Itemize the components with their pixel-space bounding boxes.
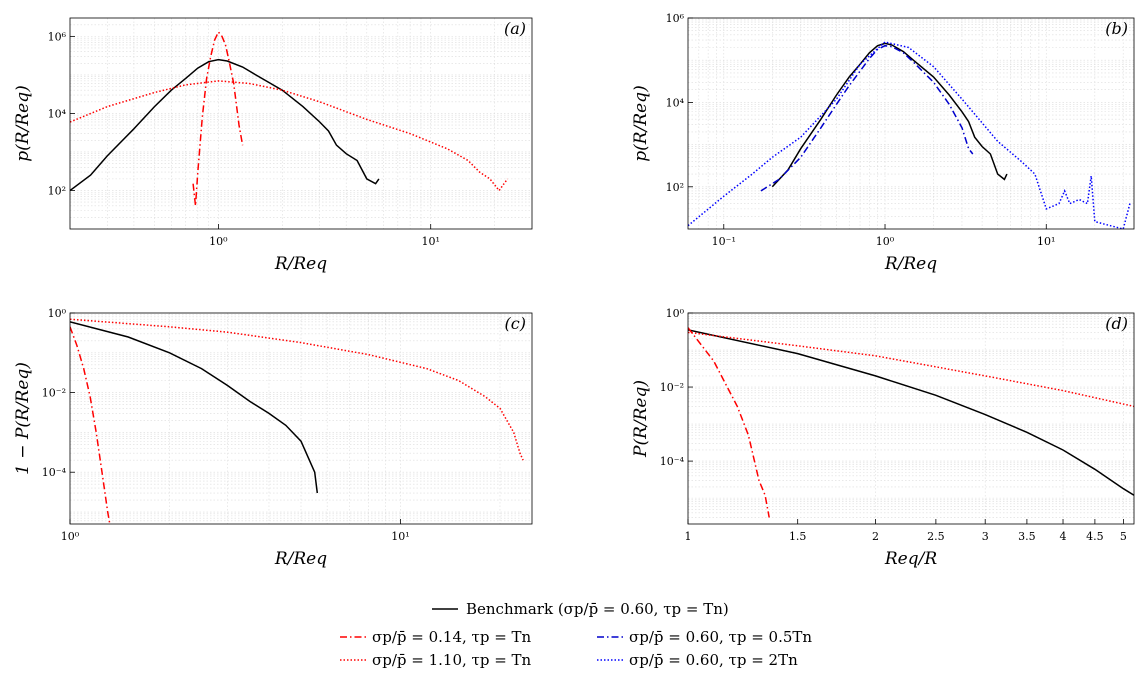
legend-label-3: σp/p̄ = 1.10, τp = Tn [372, 651, 532, 669]
x-tick-label: 1 [685, 530, 692, 543]
y-tick-label: 10⁰ [48, 307, 67, 320]
panel-3: 10⁰ 10¹ 10⁻⁴ 10⁻² 10⁰ R/Req 1 − P(R/Req) (c) [13, 307, 533, 569]
x-tick-label: 3.5 [1018, 530, 1036, 543]
x-tick-label: 10¹ [1037, 235, 1055, 248]
y-tick-label: 10² [666, 181, 684, 194]
panel-label: (a) [504, 19, 526, 38]
x-tick-label: 10¹ [391, 530, 409, 543]
x-tick-label: 10⁰ [209, 235, 228, 248]
panel-frame [687, 17, 1135, 230]
x-tick-label: 2 [872, 530, 879, 543]
y-tick-label: 10⁶ [48, 30, 67, 43]
y-axis-label: p(R/Req) [631, 85, 651, 161]
legend-label-1: σp/p̄ = 0.14, τp = Tn [372, 628, 532, 646]
x-tick-label: 5 [1120, 530, 1127, 543]
y-tick-label: 10⁻² [660, 381, 684, 394]
x-tick-label: 4 [1060, 530, 1067, 543]
series-line-3 [688, 331, 1134, 408]
panel-grid [70, 18, 532, 229]
series-line-2 [760, 44, 974, 192]
y-tick-label: 10⁶ [666, 12, 685, 25]
x-tick-label: 10⁰ [876, 235, 895, 248]
x-tick-label: 3 [982, 530, 989, 543]
series-line-1 [70, 58, 380, 192]
x-axis-label: Req/R [884, 549, 937, 569]
y-tick-label: 10⁴ [666, 96, 685, 109]
series-line-1 [688, 329, 1134, 496]
y-axis-label: 1 − P(R/Req) [13, 362, 33, 475]
x-axis-label: R/Req [884, 254, 937, 274]
panel-2: 10⁻¹ 10⁰ 10¹ 10² 10⁴ 10⁶ R/Req p(R/Req) (b) [631, 12, 1135, 274]
x-tick-label: 4.5 [1086, 530, 1104, 543]
legend-benchmark-label: Benchmark (σp/p̄ = 0.60, τp = Tn) [466, 600, 729, 618]
panel-grid [688, 313, 1134, 524]
y-tick-label: 10⁻⁴ [42, 466, 67, 479]
x-axis-label: R/Req [274, 254, 327, 274]
series-line-2 [70, 326, 111, 524]
x-tick-label: 2.5 [927, 530, 945, 543]
y-tick-label: 10² [48, 184, 66, 197]
series-line-3 [70, 80, 509, 192]
y-tick-label: 10⁻² [42, 387, 66, 400]
x-tick-label: 10¹ [421, 235, 439, 248]
panel-frame [687, 312, 1135, 525]
legend: Benchmark (σp/p̄ = 0.60, τp = Tn) σp/p̄ … [340, 600, 812, 669]
x-tick-label: 1.5 [789, 530, 807, 543]
panel-frame [69, 17, 533, 230]
panel-label: (c) [505, 314, 526, 333]
panel-label: (b) [1105, 19, 1128, 38]
series-line-2 [192, 30, 244, 206]
panel-grid [688, 18, 1134, 229]
y-tick-label: 10⁴ [48, 107, 67, 120]
y-axis-label: p(R/Req) [13, 85, 33, 161]
series-line-3 [688, 41, 1131, 229]
panel-1: 10⁰ 10¹ 10² 10⁴ 10⁶ R/Req p(R/Req) (a) [13, 17, 533, 274]
x-axis-label: R/Req [274, 549, 327, 569]
series-line-3 [70, 318, 524, 461]
y-tick-label: 10⁰ [666, 307, 685, 320]
legend-label-4: σp/p̄ = 0.60, τp = 2Tn [629, 651, 798, 669]
x-tick-label: 10⁰ [61, 530, 80, 543]
panel-grid [70, 313, 532, 524]
y-tick-label: 10⁻⁴ [660, 455, 685, 468]
legend-label-2: σp/p̄ = 0.60, τp = 0.5Tn [629, 628, 812, 646]
x-tick-label: 10⁻¹ [712, 235, 736, 248]
panel-4: 1 1.5 2 2.5 3 3.5 4 4.5 5 10⁻⁴ 10⁻² 10⁰ Req/R P(R/Req… [631, 307, 1135, 569]
series-line-2 [688, 327, 770, 518]
y-axis-label: P(R/Req) [631, 380, 651, 458]
panel-frame [69, 312, 533, 525]
panel-label: (d) [1105, 314, 1128, 333]
series-line-1 [70, 321, 319, 494]
series-line-1 [771, 42, 1008, 188]
